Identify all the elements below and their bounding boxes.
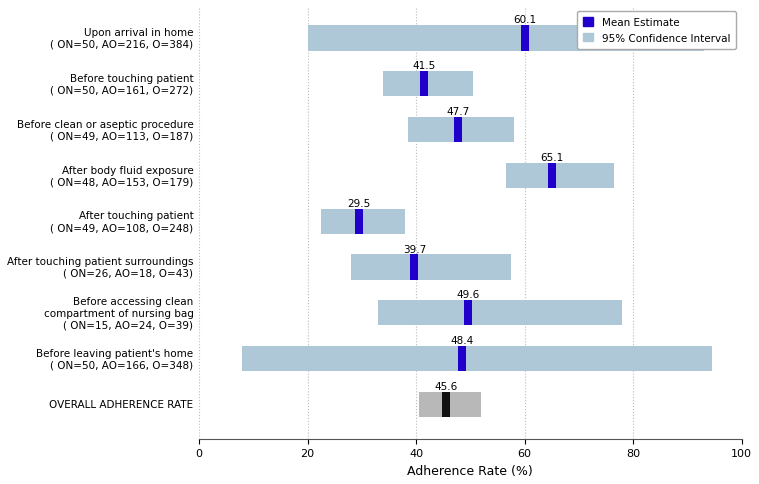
- Bar: [351, 255, 511, 280]
- Bar: [307, 26, 704, 51]
- Bar: [242, 347, 712, 371]
- Text: 39.7: 39.7: [403, 244, 426, 254]
- Bar: [321, 209, 405, 234]
- Bar: [458, 347, 466, 371]
- Text: 48.4: 48.4: [450, 335, 473, 346]
- Bar: [378, 301, 622, 326]
- Bar: [355, 209, 363, 234]
- Bar: [464, 301, 472, 326]
- Bar: [505, 164, 614, 189]
- Text: 29.5: 29.5: [348, 198, 370, 208]
- Bar: [419, 392, 481, 417]
- Text: 45.6: 45.6: [435, 381, 458, 391]
- Text: 49.6: 49.6: [456, 290, 480, 300]
- Bar: [454, 118, 462, 143]
- Bar: [383, 72, 473, 97]
- Bar: [420, 72, 428, 97]
- Bar: [408, 118, 514, 143]
- Text: 41.5: 41.5: [413, 61, 436, 71]
- X-axis label: Adherence Rate (%): Adherence Rate (%): [408, 464, 533, 477]
- Bar: [521, 26, 529, 51]
- Bar: [411, 255, 418, 280]
- Bar: [442, 392, 451, 417]
- Bar: [548, 164, 556, 189]
- Legend: Mean Estimate, 95% Confidence Interval: Mean Estimate, 95% Confidence Interval: [577, 12, 736, 50]
- Text: 65.1: 65.1: [540, 152, 564, 163]
- Text: 47.7: 47.7: [446, 107, 469, 117]
- Text: 60.1: 60.1: [514, 15, 537, 26]
